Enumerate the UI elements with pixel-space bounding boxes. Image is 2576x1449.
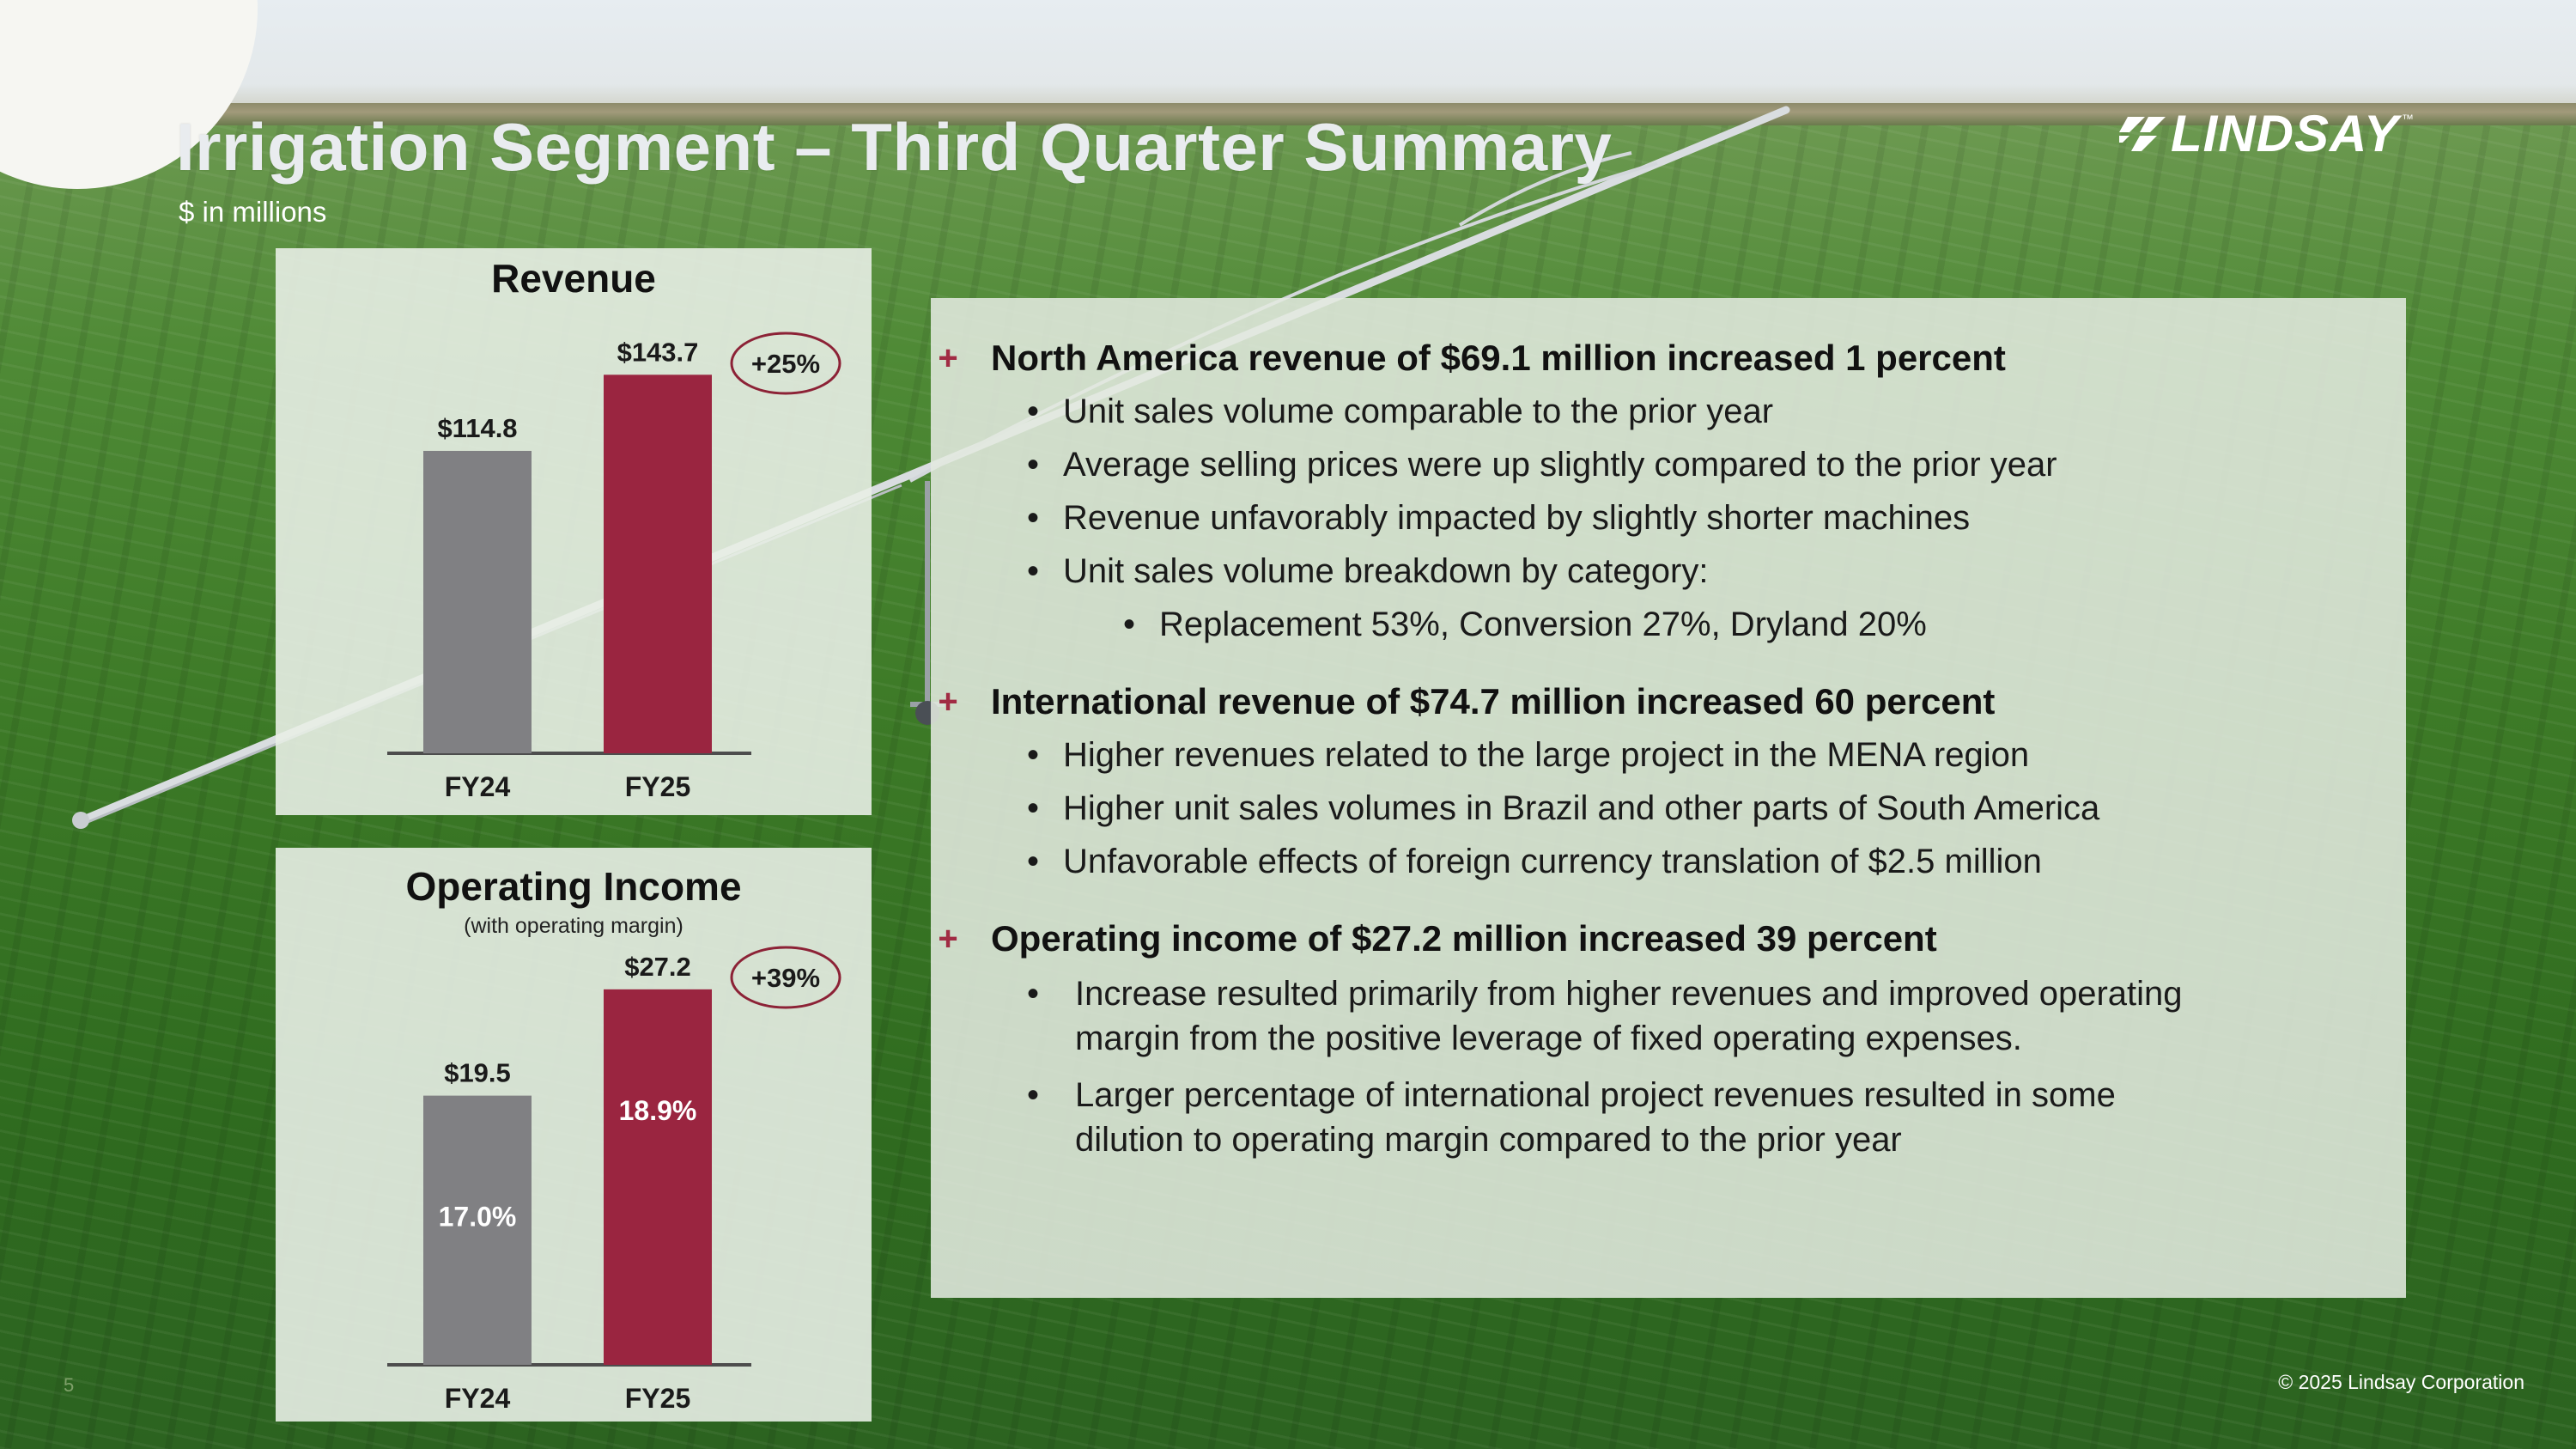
list-item: • Unit sales volume breakdown by category… [991,551,2365,592]
tick-label: FY25 [625,771,690,802]
page-number: 5 [64,1374,75,1396]
lindsay-logo: LINDSAY ™ [2119,105,2463,162]
international-heading-text: International revenue of $74.7 million i… [991,681,1996,721]
bar-fy24 [423,1095,532,1365]
list-item-text: Unit sales volume breakdown by category: [1063,552,1709,590]
revenue-chart-panel: Revenue $114.8 FY24 $143.7 FY25 +25% [276,248,872,815]
north-america-section: + North America revenue of $69.1 million… [938,338,2365,645]
margin-label: 17.0% [439,1202,517,1233]
list-item: • Increase resulted primarily from highe… [991,971,2365,1061]
list-item-text-line: Increase resulted primarily from higher … [1075,975,2183,1013]
tick-label: FY24 [445,771,511,802]
page-title: Irrigation Segment – Third Quarter Summa… [176,109,1613,185]
bullet-icon: • [1027,736,1040,774]
list-item: • Unit sales volume comparable to the pri… [991,391,2365,432]
logo-trademark: ™ [2401,112,2414,125]
change-badge [730,332,841,395]
bullet-icon: • [1027,789,1040,827]
operating-income-heading-text: Operating income of $27.2 million increa… [991,918,1937,959]
bullet-icon: • [1027,843,1040,880]
revenue-bar-chart: $114.8 FY24 $143.7 FY25 +25% [387,332,841,802]
plus-icon: + [938,339,958,377]
list-item-text-line: Larger percentage of international proje… [1075,1076,2116,1114]
list-item-text: Revenue unfavorably impacted by slightly… [1063,499,1971,537]
change-badge [730,946,841,1009]
international-section: + International revenue of $74.7 million… [938,681,2365,882]
operating-income-chart-subtitle: (with operating margin) [464,914,683,938]
list-item-text: Average selling prices were up slightly … [1063,446,2057,484]
list-item: • Higher unit sales volumes in Brazil and… [991,788,2365,829]
north-america-heading-text: North America revenue of $69.1 million i… [991,338,2006,378]
units-subtitle: $ in millions [179,196,327,228]
bullet-icon: • [1027,975,1040,1013]
copyright-notice: © 2025 Lindsay Corporation [2278,1371,2524,1393]
list-item-text-line: margin from the positive leverage of fix… [1075,1020,2022,1057]
list-item: • Revenue unfavorably impacted by slightl… [991,497,2365,539]
list-item-text: Unfavorable effects of foreign currency … [1063,843,2042,880]
bullet-icon: • [1027,446,1040,484]
bar-fy25 [604,989,712,1365]
list-item-text: Unit sales volume comparable to the prio… [1063,393,1774,430]
bullet-icon: • [1027,393,1040,430]
list-item: • Average selling prices were up slightly… [991,444,2365,485]
logo-wordmark: LINDSAY [2171,105,2399,162]
list-sub-item: • Replacement 53%, Conversion 27%, Drylan… [991,604,2365,645]
international-bullets: • Higher revenues related to the large pr… [991,734,2365,882]
data-label: $27.2 [624,952,691,982]
lindsay-logo-stripes-icon [2119,117,2166,151]
list-item-text: Higher unit sales volumes in Brazil and … [1063,789,2100,827]
operating-income-section: + Operating income of $27.2 million incr… [938,918,2365,1162]
background-sky [0,0,2576,120]
data-label: $19.5 [444,1058,511,1088]
operating-income-heading: + Operating income of $27.2 million incr… [938,918,2365,959]
operating-income-bar-chart: $19.5 FY24 17.0% $27.2 FY25 18.9% +39% [387,946,841,1414]
change-badge-label: +39% [751,963,820,993]
summary-text-panel: + North America revenue of $69.1 million… [931,298,2406,1298]
operating-income-chart-title: Operating Income [405,864,742,909]
bullet-icon: • [1027,1076,1040,1114]
north-america-bullets: • Unit sales volume comparable to the pri… [991,391,2365,645]
operating-income-bullets: • Increase resulted primarily from highe… [991,971,2365,1162]
revenue-chart-title: Revenue [491,256,656,301]
tick-label: FY24 [445,1383,511,1414]
list-item: • Unfavorable effects of foreign currency… [991,841,2365,882]
plus-icon: + [938,683,958,721]
operating-income-chart-panel: Operating Income (with operating margin)… [276,848,872,1422]
list-item: • Larger percentage of international pro… [991,1073,2365,1162]
data-label: $114.8 [437,413,517,443]
bullet-icon: • [1027,552,1040,590]
north-america-heading: + North America revenue of $69.1 million… [938,338,2365,379]
bullet-icon: • [1027,499,1040,537]
margin-label: 18.9% [619,1095,697,1126]
list-item-text: Replacement 53%, Conversion 27%, Dryland… [1159,606,1927,643]
list-item-text: Higher revenues related to the large pro… [1063,736,2030,774]
list-item: • Higher revenues related to the large pr… [991,734,2365,776]
bar-fy25 [604,374,712,753]
bar-fy24 [423,450,532,753]
data-label: $143.7 [617,337,699,367]
tick-label: FY25 [625,1383,690,1414]
list-item-text-line: dilution to operating margin compared to… [1075,1121,1902,1159]
plus-icon: + [938,920,958,958]
bullet-icon: • [1123,606,1136,643]
change-badge-label: +25% [751,349,820,379]
international-heading: + International revenue of $74.7 million… [938,681,2365,722]
